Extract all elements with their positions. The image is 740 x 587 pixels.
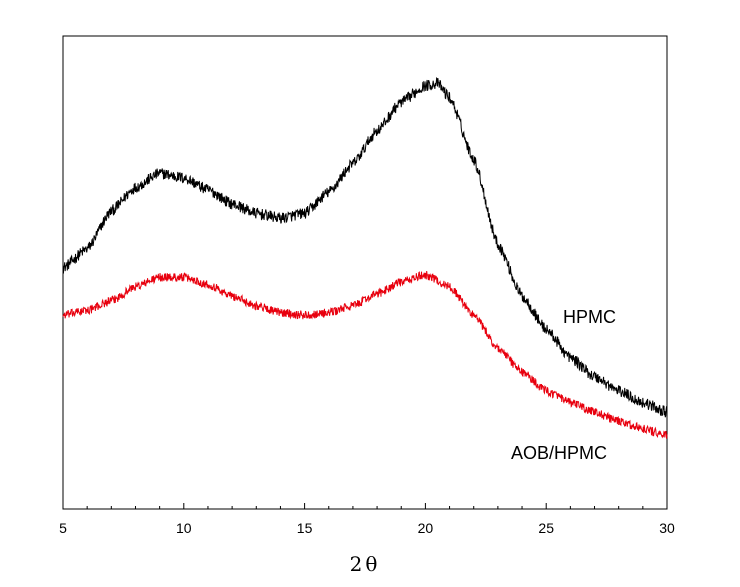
series-layer (62, 76, 668, 439)
x-tick-label: 30 (659, 520, 675, 536)
series-label-hpmc: HPMC (563, 307, 616, 327)
x-tick-label: 5 (59, 520, 67, 536)
x-tick-label: 15 (297, 520, 313, 536)
x-axis-ticks (62, 503, 668, 509)
plot-frame (62, 35, 668, 510)
series-label-aob-hpmc: AOB/HPMC (511, 443, 607, 463)
series-line-hpmc (62, 76, 668, 418)
x-tick-label: 10 (176, 520, 192, 536)
labels-layer: 5 10 15 20 25 30 HPMC AOB/HPMC (59, 307, 675, 536)
series-line-aob-hpmc (62, 270, 668, 439)
x-tick-label: 25 (538, 520, 554, 536)
x-tick-label: 20 (418, 520, 434, 536)
x-axis-title: 2θ (350, 552, 381, 576)
